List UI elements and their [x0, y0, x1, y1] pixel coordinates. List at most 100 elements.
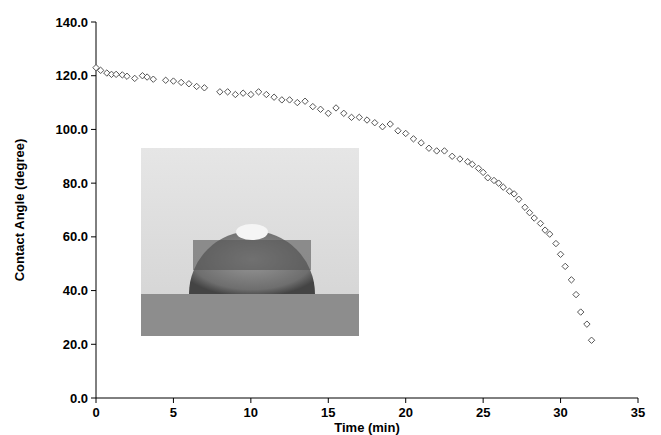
y-tick-label: 40.0 — [63, 283, 88, 298]
data-point — [348, 114, 354, 120]
y-tick-label: 140.0 — [55, 15, 88, 30]
data-point — [341, 110, 347, 116]
x-tick-label: 15 — [321, 405, 335, 420]
data-point — [480, 169, 486, 175]
data-point — [588, 337, 594, 343]
data-point — [325, 110, 331, 116]
data-point — [132, 75, 138, 81]
data-point — [150, 76, 156, 82]
y-tick — [91, 75, 96, 76]
data-point — [526, 209, 532, 215]
x-tick — [560, 398, 561, 403]
x-tick — [96, 398, 97, 403]
data-point — [516, 196, 522, 202]
inset-photo — [141, 148, 359, 336]
inset-band — [193, 240, 311, 270]
y-tick — [91, 398, 96, 399]
data-point — [224, 89, 230, 95]
inset-background — [141, 148, 359, 336]
x-tick-label: 35 — [631, 405, 645, 420]
data-point — [379, 124, 385, 130]
data-point — [449, 153, 455, 159]
data-point — [271, 94, 277, 100]
chart: 0.0 20.0 40.0 60.0 80.0 100.0 120.0 140.0 0 5 10 15… — [0, 0, 661, 435]
data-point — [500, 184, 506, 190]
x-tick-label: 0 — [92, 405, 99, 420]
y-tick — [91, 183, 96, 184]
data-point — [426, 145, 432, 151]
y-tick-label: 0.0 — [70, 391, 88, 406]
x-tick — [328, 398, 329, 403]
data-point — [531, 215, 537, 221]
data-point — [553, 240, 559, 246]
data-point — [469, 161, 475, 167]
data-point — [317, 106, 323, 112]
data-point — [178, 79, 184, 85]
data-point — [457, 156, 463, 162]
x-tick — [638, 398, 639, 403]
data-point — [522, 204, 528, 210]
data-point — [97, 67, 103, 73]
data-point — [562, 263, 568, 269]
x-tick — [250, 398, 251, 403]
data-point — [255, 89, 261, 95]
data-point — [418, 140, 424, 146]
data-point — [144, 74, 150, 80]
y-tick — [91, 22, 96, 23]
data-point — [433, 148, 439, 154]
plot-area — [93, 64, 595, 343]
inset-highlight — [236, 224, 268, 240]
data-point — [170, 78, 176, 84]
data-point — [217, 89, 223, 95]
data-point — [248, 91, 254, 97]
x-tick-label: 5 — [170, 405, 177, 420]
data-point — [568, 277, 574, 283]
x-tick — [405, 398, 406, 403]
data-point — [310, 103, 316, 109]
x-tick-label: 20 — [398, 405, 412, 420]
data-point — [537, 220, 543, 226]
data-point — [542, 227, 548, 233]
y-axis — [96, 22, 97, 398]
x-axis — [96, 398, 638, 399]
x-tick — [173, 398, 174, 403]
data-point — [232, 91, 238, 97]
data-point — [410, 136, 416, 142]
y-axis-title: Contact Angle (degree) — [12, 139, 27, 282]
data-point — [162, 77, 168, 83]
y-tick-label: 100.0 — [55, 122, 88, 137]
data-point — [495, 180, 501, 186]
data-point — [364, 117, 370, 123]
data-point — [286, 97, 292, 103]
y-tick — [91, 344, 96, 345]
data-point — [387, 121, 393, 127]
data-point — [302, 98, 308, 104]
data-point — [403, 130, 409, 136]
data-point — [441, 148, 447, 154]
x-tick-label: 10 — [244, 405, 258, 420]
y-tick — [91, 129, 96, 130]
data-point — [186, 81, 192, 87]
inset-droplet — [189, 231, 315, 294]
y-tick — [91, 290, 96, 291]
data-point — [263, 91, 269, 97]
y-tick-label: 120.0 — [55, 68, 88, 83]
x-tick-label: 25 — [476, 405, 490, 420]
y-tick-label: 20.0 — [63, 337, 88, 352]
data-point — [395, 128, 401, 134]
y-tick-label: 60.0 — [63, 229, 88, 244]
data-point — [113, 71, 119, 77]
y-tick-label: 80.0 — [63, 176, 88, 191]
data-point — [356, 114, 362, 120]
data-point — [584, 321, 590, 327]
data-point — [578, 309, 584, 315]
inset-substrate — [141, 294, 359, 336]
data-point — [333, 105, 339, 111]
y-tick — [91, 236, 96, 237]
data-point — [573, 291, 579, 297]
data-point — [193, 83, 199, 89]
x-axis-title: Time (min) — [334, 420, 400, 435]
data-point — [372, 120, 378, 126]
data-point — [547, 231, 553, 237]
data-point — [475, 165, 481, 171]
